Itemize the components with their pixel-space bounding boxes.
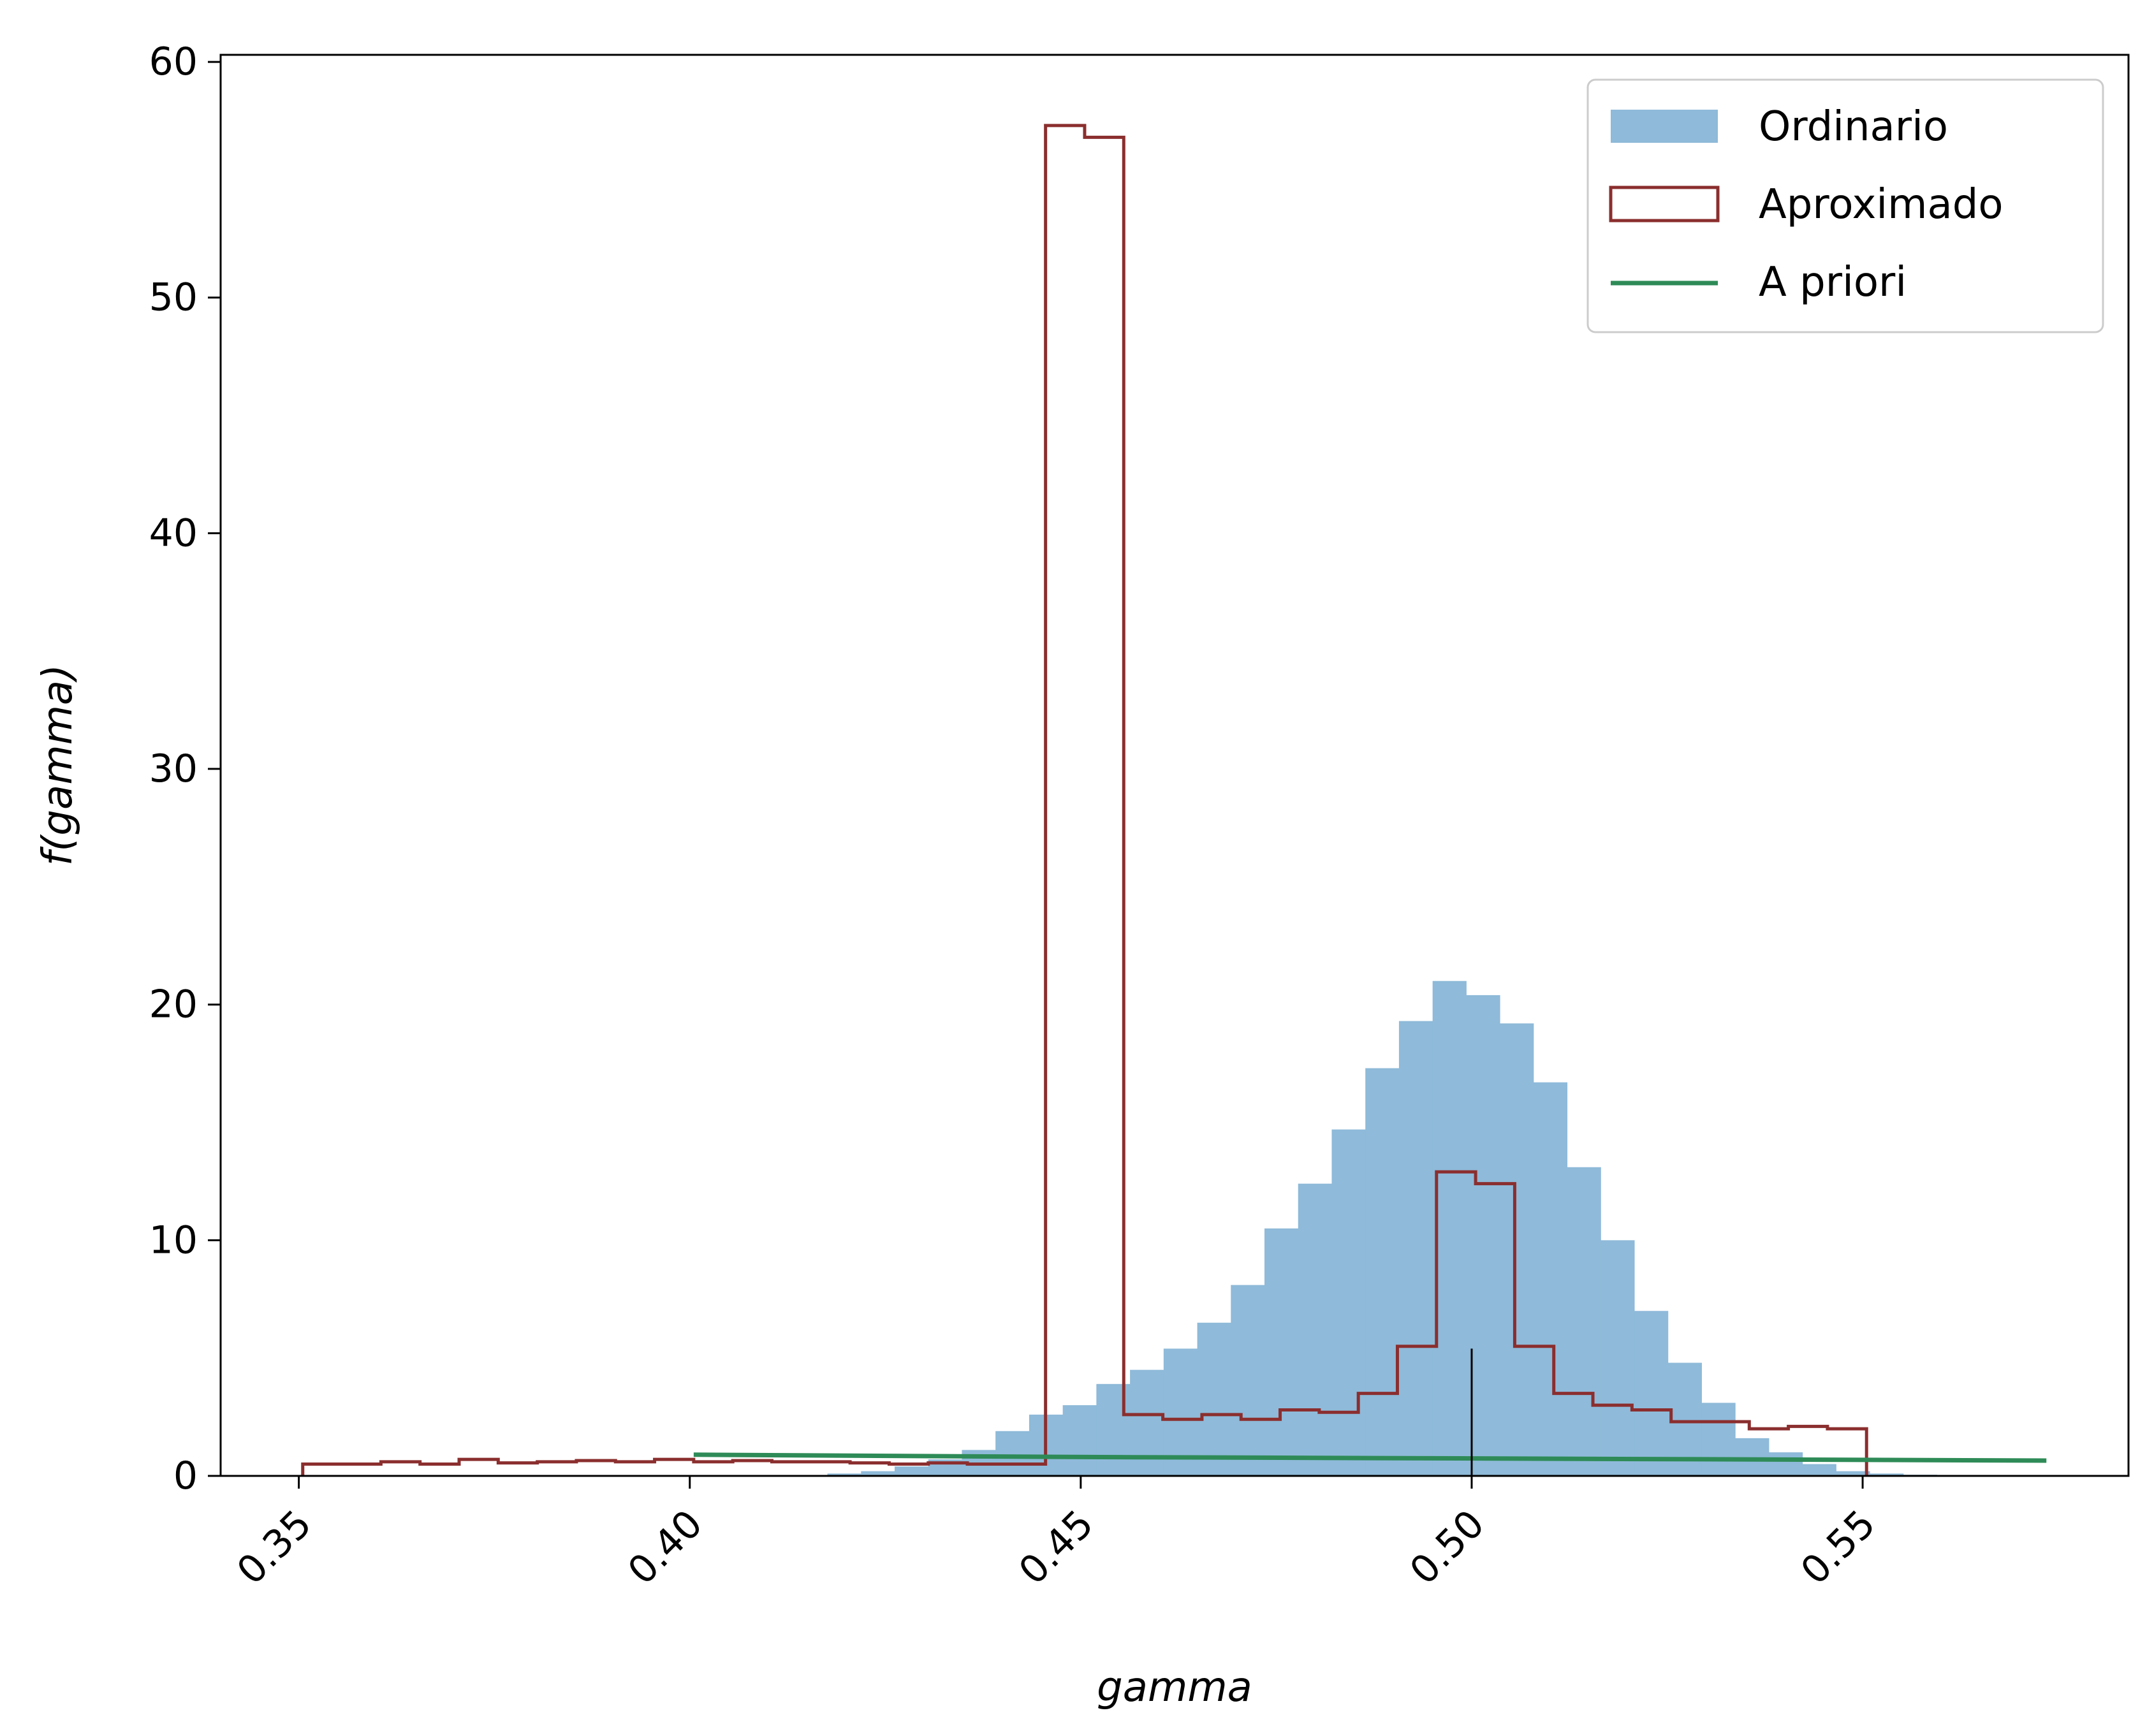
ordinario-bar xyxy=(1264,1229,1298,1476)
ordinario-bar xyxy=(1231,1285,1264,1476)
y-tick-label: 0 xyxy=(173,1454,198,1498)
legend-label-a-priori: A priori xyxy=(1759,259,1907,306)
y-tick-label: 30 xyxy=(149,747,198,791)
ordinario-bar xyxy=(1735,1438,1769,1476)
y-tick-label: 50 xyxy=(149,275,198,320)
y-tick-label: 40 xyxy=(149,511,198,555)
ordinario-bar xyxy=(1130,1370,1164,1476)
ordinario-bar xyxy=(1063,1405,1097,1476)
x-axis-label: gamma xyxy=(1097,1664,1252,1711)
ordinario-bar xyxy=(1365,1069,1399,1476)
ordinario-bar xyxy=(1567,1167,1601,1476)
ordinario-bar xyxy=(1534,1083,1567,1476)
y-tick-label: 20 xyxy=(149,982,198,1027)
y-tick-label: 60 xyxy=(149,40,198,84)
ordinario-bar xyxy=(1298,1184,1332,1476)
legend-label-ordinario: Ordinario xyxy=(1759,103,1948,150)
ordinario-bar xyxy=(1331,1130,1365,1476)
ordinario-bar xyxy=(1601,1240,1634,1476)
ordinario-bar xyxy=(1399,1021,1433,1476)
ordinario-bar xyxy=(1634,1311,1668,1476)
ordinario-bar xyxy=(1701,1403,1735,1476)
y-tick-label: 10 xyxy=(149,1218,198,1262)
legend-swatch-ordinario xyxy=(1611,110,1718,143)
ordinario-bar xyxy=(1198,1323,1231,1476)
ordinario-bar xyxy=(1769,1452,1803,1476)
ordinario-bar xyxy=(895,1466,928,1476)
ordinario-bar xyxy=(995,1431,1029,1476)
legend: Ordinario Aproximado A priori xyxy=(1588,80,2103,332)
legend-label-aproximado: Aproximado xyxy=(1759,181,2004,228)
ordinario-bar xyxy=(1500,1023,1534,1476)
y-axis-label: f(gamma) xyxy=(34,664,82,866)
ordinario-bar xyxy=(1803,1464,1836,1476)
